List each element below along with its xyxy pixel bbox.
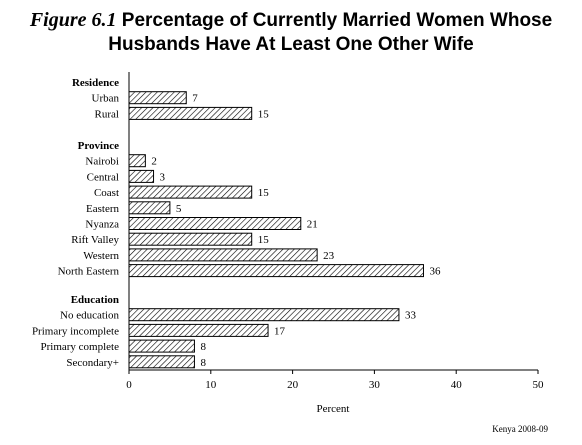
value-label-north-eastern: 36 [429, 266, 441, 278]
bar-north-eastern [128, 264, 424, 278]
value-label-nyanza: 21 [307, 219, 318, 231]
x-tick-label-30: 30 [369, 379, 381, 391]
category-label-western: Western [83, 250, 119, 262]
plot-area: Residence Urban 7 Rural 15 Province Nairobi 2 Ce… [32, 72, 544, 391]
value-label-urban: 7 [192, 93, 198, 105]
value-label-rural: 15 [258, 108, 270, 120]
bar-rift-valley [128, 232, 253, 246]
category-label-no-education: No education [60, 310, 119, 322]
bar-eastern [128, 201, 171, 215]
bar-primary-complete [128, 339, 195, 353]
x-tick-label-0: 0 [126, 379, 132, 391]
value-label-eastern: 5 [176, 203, 182, 215]
figure-label: Figure 6.1 [29, 9, 117, 31]
bar-secondary [128, 355, 195, 369]
category-label-central: Central [87, 171, 119, 183]
title-line-1: Percentage of Currently Married Women Wh… [121, 10, 553, 31]
bar-coast [128, 185, 253, 199]
bar-primary-incomplete [128, 323, 269, 337]
x-tick-label-40: 40 [451, 379, 463, 391]
category-label-north-eastern: North Eastern [58, 266, 120, 278]
bar-no-education [128, 308, 400, 322]
category-label-eastern: Eastern [86, 203, 119, 215]
category-label-coast: Coast [94, 187, 119, 199]
category-label-rural: Rural [95, 108, 119, 120]
x-tick-label-10: 10 [205, 379, 217, 391]
category-label-primary-complete: Primary complete [40, 341, 119, 353]
value-label-secondary: 8 [200, 357, 206, 369]
bar-western [128, 248, 318, 262]
bar-urban [128, 91, 187, 105]
x-axis-title: Percent [317, 403, 350, 415]
value-label-primary-complete: 8 [200, 341, 206, 353]
group-label-education: Education [71, 294, 119, 306]
value-label-coast: 15 [258, 187, 270, 199]
source-note: Kenya 2008-09 [492, 424, 548, 434]
x-tick-label-20: 20 [287, 379, 299, 391]
bar-central [128, 169, 155, 183]
chart-title: Figure 6.1 Percentage of Currently Marri… [0, 8, 582, 57]
title-line-2: Husbands Have At Least One Other Wife [108, 34, 474, 55]
value-label-western: 23 [323, 250, 335, 262]
value-label-central: 3 [160, 171, 166, 183]
x-tick-label-50: 50 [533, 379, 545, 391]
category-label-nyanza: Nyanza [85, 219, 119, 231]
group-label-residence: Residence [72, 77, 119, 89]
category-label-nairobi: Nairobi [85, 156, 119, 168]
bar-rural [128, 106, 253, 120]
category-label-urban: Urban [92, 93, 120, 105]
value-label-primary-incomplete: 17 [274, 325, 286, 337]
bar-nairobi [128, 154, 146, 168]
value-label-no-education: 33 [405, 310, 417, 322]
group-label-province: Province [78, 140, 119, 152]
category-label-secondary: Secondary+ [66, 357, 119, 369]
value-label-rift-valley: 15 [258, 234, 270, 246]
bar-nyanza [128, 217, 302, 230]
category-label-rift-valley: Rift Valley [71, 234, 119, 246]
value-label-nairobi: 2 [151, 156, 157, 168]
category-label-primary-incomplete: Primary incomplete [32, 325, 119, 337]
